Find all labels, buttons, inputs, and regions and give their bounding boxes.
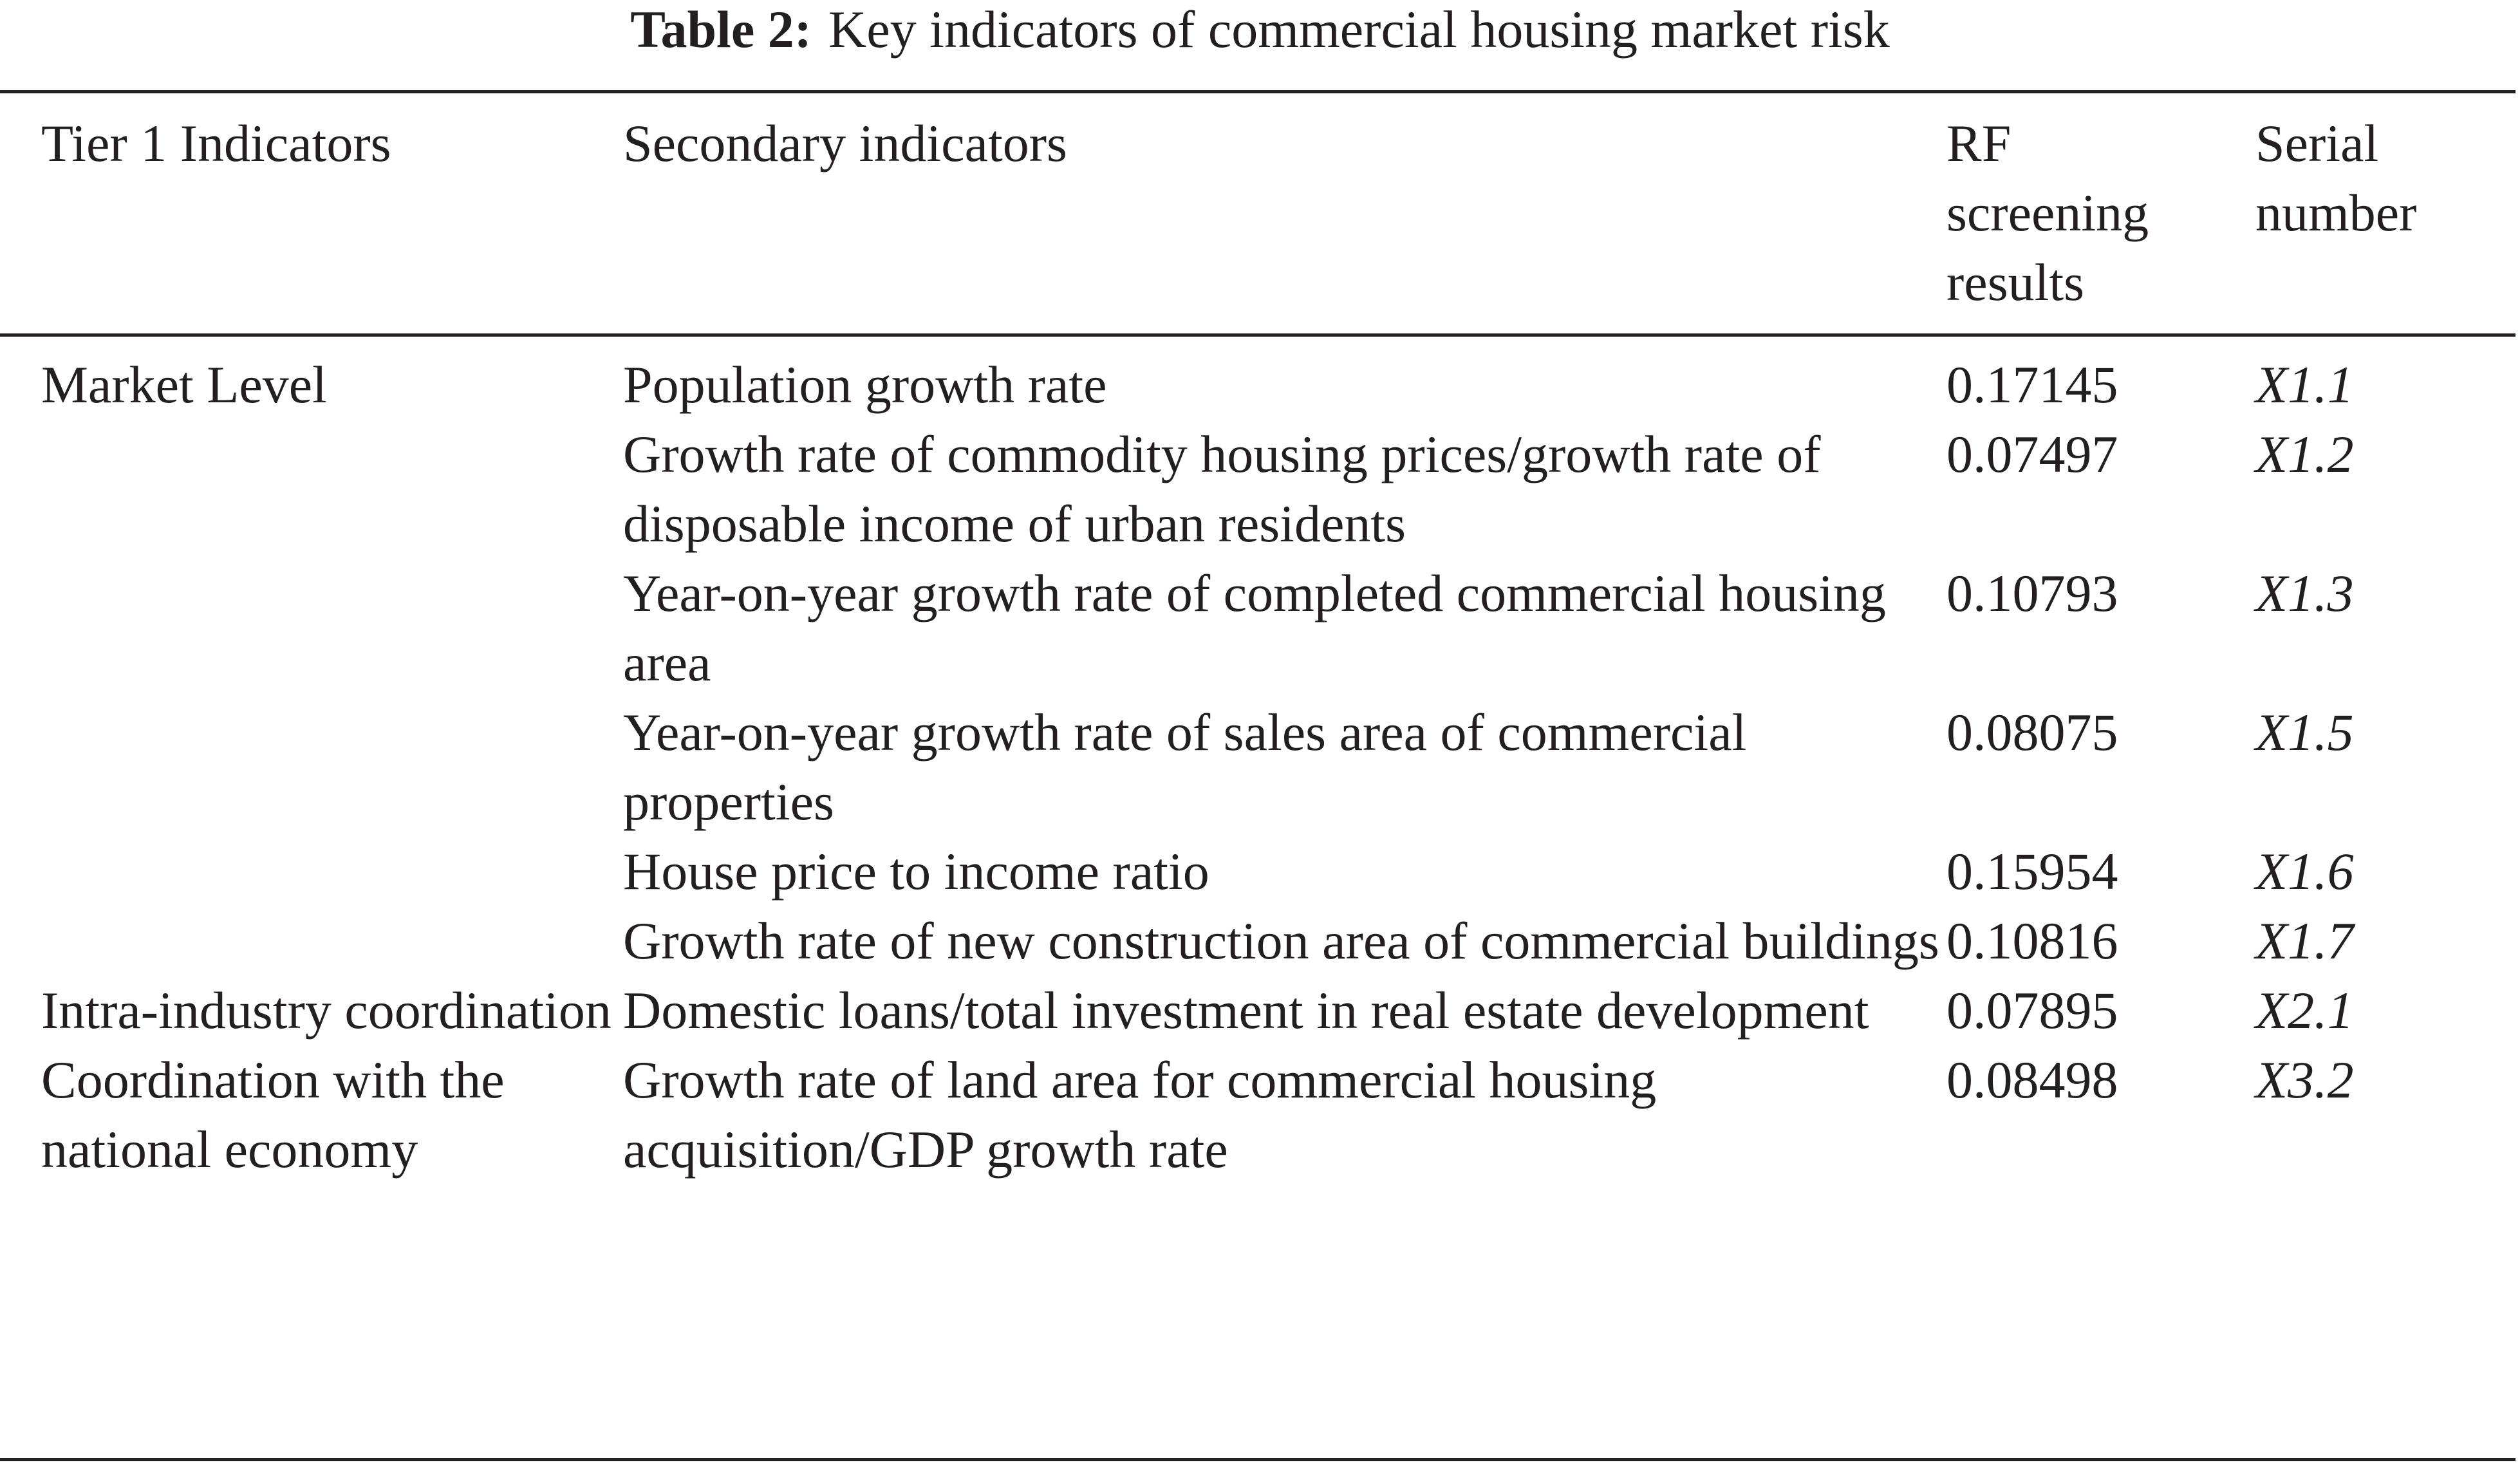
indicators-table: Tier 1 Indicators Secondary indicators R… [0, 93, 2515, 1184]
table-row: Market Level Population growth rate 0.17… [0, 334, 2515, 420]
table-row: Intra-industry coordination Domestic loa… [0, 976, 2515, 1045]
cell-tier1: Intra-industry coordination [41, 981, 611, 1040]
cell-tier1 [0, 559, 623, 698]
cell-secondary: Growth rate of commodity housing prices/… [623, 425, 1821, 553]
cell-tier1 [0, 906, 623, 976]
cell-rf: 0.08075 [1946, 703, 2118, 762]
cell-tier1 [0, 420, 623, 559]
cell-tier1 [0, 837, 623, 906]
cell-rf: 0.15954 [1946, 842, 2118, 901]
caption-label: Table 2: [630, 0, 812, 59]
table-row: Year-on-year growth rate of sales area o… [0, 698, 2515, 837]
cell-secondary: Domestic loans/total investment in real … [623, 981, 1869, 1040]
cell-serial: X1.1 [2255, 355, 2354, 414]
cell-rf: 0.10816 [1946, 911, 2118, 970]
header-rule [0, 333, 2515, 337]
cell-secondary: Growth rate of new construction area of … [623, 911, 1939, 970]
cell-serial: X1.6 [2255, 842, 2354, 901]
cell-secondary: Year-on-year growth rate of sales area o… [623, 703, 1747, 831]
cell-tier1: Coordination with the national economy [41, 1051, 505, 1179]
cell-secondary: House price to income ratio [623, 842, 1209, 901]
bottom-rule [0, 1458, 2515, 1461]
top-rule [0, 90, 2515, 93]
cell-rf: 0.07895 [1946, 981, 2118, 1040]
cell-rf: 0.10793 [1946, 564, 2118, 622]
cell-serial: X1.5 [2255, 703, 2354, 762]
cell-serial: X1.7 [2255, 911, 2354, 970]
cell-rf: 0.08498 [1946, 1051, 2118, 1109]
cell-secondary: Year-on-year growth rate of completed co… [623, 564, 1886, 692]
header-tier1: Tier 1 Indicators [41, 114, 391, 173]
cell-serial: X1.2 [2255, 425, 2354, 483]
table-row: Growth rate of commodity housing prices/… [0, 420, 2515, 559]
table-row: Growth rate of new construction area of … [0, 906, 2515, 976]
cell-secondary: Population growth rate [623, 355, 1107, 414]
table-caption: Table 2: Key indicators of commercial hou… [0, 0, 2520, 64]
cell-secondary: Growth rate of land area for commercial … [623, 1051, 1657, 1179]
table-row: House price to income ratio 0.15954 X1.6 [0, 837, 2515, 906]
table-row: Coordination with the national economy G… [0, 1045, 2515, 1184]
table-header-row: Tier 1 Indicators Secondary indicators R… [0, 93, 2515, 334]
header-secondary: Secondary indicators [623, 114, 1067, 173]
header-serial: Serial number [2255, 114, 2417, 242]
cell-serial: X1.3 [2255, 564, 2354, 622]
caption-title: Key indicators of commercial housing mar… [828, 0, 1890, 59]
cell-tier1: Market Level [41, 355, 327, 414]
cell-tier1 [0, 698, 623, 837]
header-rf: RF screening results [1946, 114, 2149, 312]
cell-serial: X2.1 [2255, 981, 2354, 1040]
cell-rf: 0.17145 [1946, 355, 2118, 414]
table-row: Year-on-year growth rate of completed co… [0, 559, 2515, 698]
cell-serial: X3.2 [2255, 1051, 2354, 1109]
cell-rf: 0.07497 [1946, 425, 2118, 483]
